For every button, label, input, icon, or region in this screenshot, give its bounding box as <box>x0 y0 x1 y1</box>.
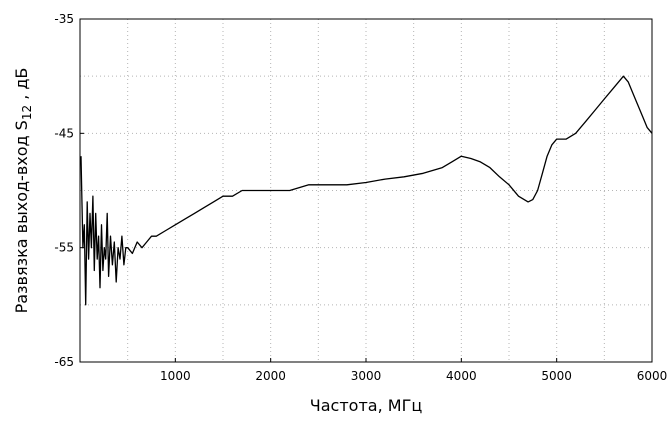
x-tick-label: 1000 <box>160 369 191 383</box>
x-tick-label: 4000 <box>446 369 477 383</box>
x-tick-label: 6000 <box>637 369 668 383</box>
x-tick-label: 3000 <box>351 369 382 383</box>
x-tick-label: 2000 <box>255 369 286 383</box>
x-tick-label: 5000 <box>541 369 572 383</box>
axis-ticks: 1000 2000 3000 4000 5000 6000 -35 -45 -55 -65 <box>54 12 667 383</box>
grid-lines <box>80 19 652 362</box>
y-axis-title: Развязка выход-вход S12 , дБ <box>12 68 34 314</box>
y-axis-title-subscript: 12 <box>20 105 34 120</box>
y-tick-label: -55 <box>54 241 74 255</box>
plot-frame <box>79 18 653 363</box>
y-axis-title-suffix: , дБ <box>12 68 31 105</box>
y-tick-label: -45 <box>54 126 74 140</box>
y-tick-label: -35 <box>54 12 74 26</box>
y-tick-label: -65 <box>54 355 74 369</box>
s12-isolation-series-line <box>80 75 653 306</box>
y-axis-title-prefix: Развязка выход-вход S <box>12 120 31 313</box>
x-axis-title: Частота, МГц <box>310 396 423 415</box>
